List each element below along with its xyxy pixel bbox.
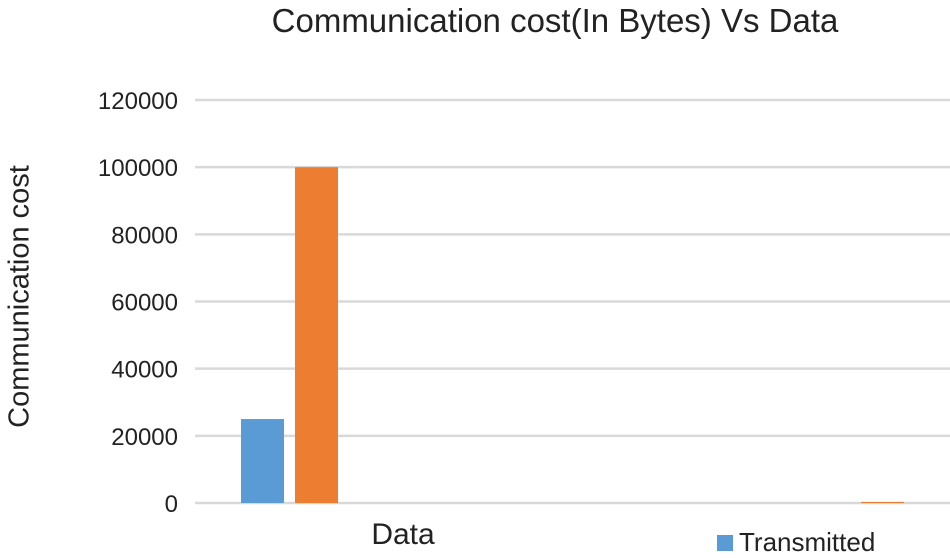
legend-label: Transmitted: [739, 527, 876, 557]
bar: [861, 501, 904, 503]
bar: [241, 419, 284, 503]
bar: [295, 167, 338, 503]
legend-swatch: [717, 534, 733, 551]
legend: Transmitted: [717, 527, 875, 558]
y-tick-label: 80000: [111, 222, 178, 249]
y-tick-label: 120000: [98, 88, 178, 115]
y-tick-label: 40000: [111, 357, 178, 384]
y-tick-label: 60000: [111, 290, 178, 317]
y-tick-label: 100000: [98, 155, 178, 182]
chart-title: Communication cost(In Bytes) Vs Data: [271, 2, 839, 39]
x-tick-label: Data: [371, 518, 435, 551]
y-tick-label: 0: [165, 491, 178, 518]
y-tick-label: 20000: [111, 424, 178, 451]
